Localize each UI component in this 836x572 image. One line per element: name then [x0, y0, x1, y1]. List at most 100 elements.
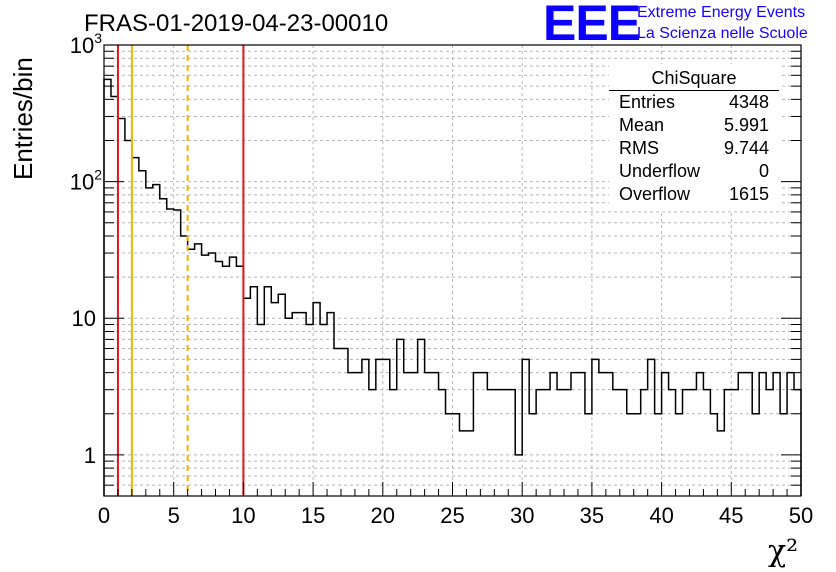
- histogram-bin: [285, 318, 292, 496]
- stats-label: Underflow: [619, 161, 701, 181]
- histogram-bin: [676, 414, 683, 496]
- x-tick-label: 50: [789, 503, 813, 528]
- histogram-bin: [606, 373, 613, 496]
- histogram-bin: [446, 414, 453, 496]
- histogram-bin: [257, 324, 264, 496]
- stats-row-rms: RMS 9.744: [609, 137, 779, 160]
- stats-label: Entries: [619, 92, 676, 112]
- x-tick-label: 5: [168, 503, 180, 528]
- stats-label: RMS: [619, 138, 659, 158]
- stats-value: 4348: [728, 92, 769, 112]
- histogram-bin: [453, 414, 460, 496]
- histogram-bin: [501, 390, 508, 496]
- histogram-bin: [341, 349, 348, 496]
- x-tick-label: 35: [580, 503, 604, 528]
- histogram-bin: [766, 390, 773, 496]
- histogram-bin: [794, 390, 801, 496]
- histogram-bin: [738, 373, 745, 496]
- histogram-bin: [146, 188, 153, 496]
- histogram-bin: [710, 414, 717, 496]
- histogram-bin: [320, 324, 327, 496]
- x-tick-label: 0: [98, 503, 110, 528]
- histogram-bin: [111, 96, 118, 496]
- histogram-bin: [264, 287, 271, 496]
- histogram-bin: [466, 431, 473, 496]
- histogram-bin: [487, 390, 494, 496]
- histogram-bin: [404, 373, 411, 496]
- histogram-bin: [578, 373, 585, 496]
- stats-box: ChiSquare Entries 4348 Mean 5.991 RMS 9.…: [609, 64, 779, 210]
- histogram-bin: [689, 390, 696, 496]
- y-tick-label: 103: [70, 30, 102, 58]
- x-axis-label: χ²: [768, 534, 799, 569]
- x-tick-label: 30: [510, 503, 534, 528]
- histogram-bin: [432, 373, 439, 496]
- y-tick-label: 102: [70, 167, 102, 195]
- histogram-bin: [271, 303, 278, 496]
- histogram-bin: [459, 431, 466, 496]
- histogram-bin: [557, 390, 564, 496]
- histogram-bin: [662, 373, 669, 496]
- histogram-bin: [627, 414, 634, 496]
- histogram-bin: [299, 313, 306, 496]
- y-tick-label: 10: [72, 306, 96, 331]
- stats-row-overflow: Overflow 1615: [609, 183, 779, 206]
- axis-ticks: [103, 50, 802, 497]
- histogram-bin: [390, 390, 397, 496]
- histogram-bin: [174, 210, 181, 496]
- histogram-bin: [195, 244, 202, 496]
- histogram-bin: [773, 373, 780, 496]
- histogram-bin: [334, 349, 341, 496]
- logo-line-2: La Scienza nelle Scuole: [637, 25, 808, 42]
- histogram-bin: [327, 313, 334, 496]
- stats-title: ChiSquare: [609, 67, 779, 91]
- histogram-bin: [529, 414, 536, 496]
- grid-layer: [104, 45, 801, 496]
- run-title: FRAS-01-2019-04-23-00010: [84, 10, 389, 37]
- histogram-bin: [216, 262, 223, 496]
- histogram-bin: [250, 287, 257, 496]
- eee-logo: EEE: [543, 0, 641, 51]
- x-tick-label: 10: [231, 503, 255, 528]
- x-tick-label: 40: [649, 503, 673, 528]
- stats-row-underflow: Underflow 0: [609, 160, 779, 183]
- histogram-bin: [355, 373, 362, 496]
- stats-label: Overflow: [619, 184, 691, 204]
- histogram-bin: [536, 390, 543, 496]
- histogram-bin: [669, 390, 676, 496]
- stats-row-entries: Entries 4348: [609, 91, 779, 114]
- histogram-bin: [648, 359, 655, 496]
- histogram-bin: [243, 298, 250, 496]
- stats-label: Mean: [619, 115, 665, 135]
- histogram-bin: [118, 118, 125, 496]
- histogram-bin: [592, 359, 599, 496]
- histogram-bin: [348, 373, 355, 496]
- histogram-bin: [731, 390, 738, 496]
- histogram-bin: [160, 199, 167, 496]
- histogram-bin: [585, 414, 592, 496]
- histogram-bin: [209, 253, 216, 496]
- histogram-bin: [236, 266, 243, 496]
- histogram-bin: [655, 414, 662, 496]
- histogram-bin: [508, 390, 515, 496]
- histogram-bin: [411, 373, 418, 496]
- histogram-bin: [641, 390, 648, 496]
- histogram-bin: [306, 324, 313, 496]
- histogram-bin: [132, 158, 139, 496]
- stats-row-mean: Mean 5.991: [609, 114, 779, 137]
- x-tick-label: 15: [301, 503, 325, 528]
- histogram-bin: [543, 390, 550, 496]
- y-axis-label: Entries/bin: [8, 57, 38, 180]
- histogram-bin: [515, 455, 522, 496]
- histogram-bin: [703, 390, 710, 496]
- histogram-series: [103, 78, 802, 496]
- histogram-bin: [362, 359, 369, 496]
- histogram-bin: [787, 373, 794, 496]
- tick-labels: 0 5 10 15 20 25 30 35 40 45 50 1 10 102 103: [70, 30, 814, 528]
- histogram-bin: [473, 373, 480, 496]
- histogram-bin: [620, 390, 627, 496]
- y-tick-label: 1: [84, 443, 96, 468]
- histogram-bin: [222, 266, 229, 496]
- histogram-bin: [229, 257, 236, 496]
